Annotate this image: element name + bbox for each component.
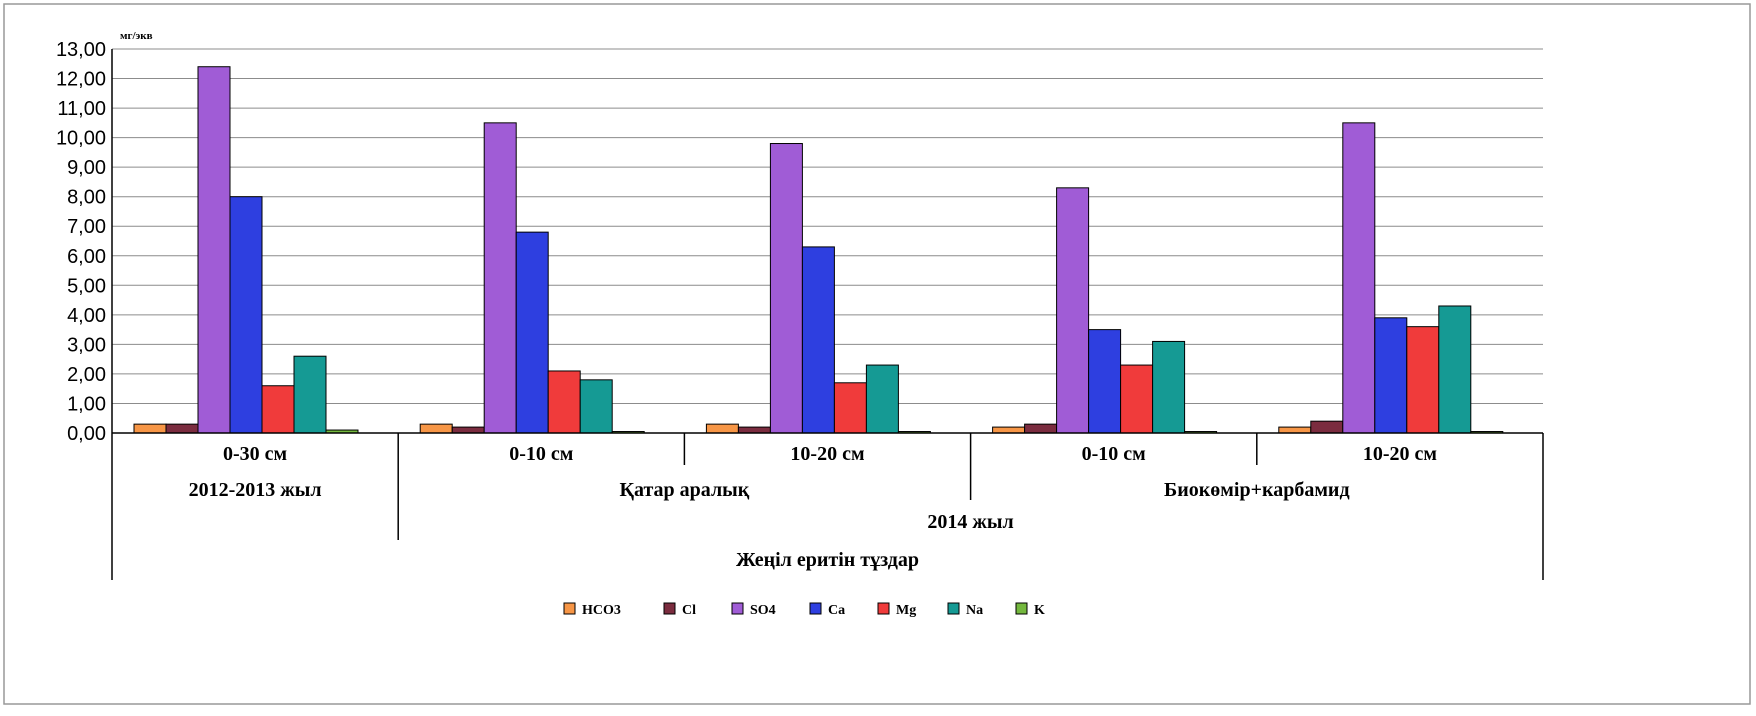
bar-so4-0 [197,66,231,434]
bar-mg-4 [1406,326,1440,434]
legend-label-cl: Cl [682,603,696,618]
y-tick-label: 9,00 [67,157,106,179]
y-tick-label: 10,00 [56,128,106,150]
x-axis-label: Жеңіл еритін тұздар [736,549,919,571]
bar-mg-3 [1120,364,1154,434]
y-tick-label: 3,00 [67,334,106,356]
legend-swatch-so4 [731,602,744,615]
axes [111,49,1544,580]
labels: 0,00 1,00 2,00 3,00 4,00 5,00 6,00 7,00 8,00 9,00… [56,30,1437,571]
legend-label-mg: Mg [896,603,916,618]
bar-hco3-2 [705,423,739,434]
bar-cl-2 [737,426,771,434]
legend-swatch-k [1015,602,1028,615]
bar-mg-0 [261,385,295,434]
bar-cl-1 [451,426,485,434]
bar-na-4 [1438,305,1472,434]
y-tick-label: 12,00 [56,69,106,91]
bar-na-1 [579,379,613,434]
legend: HCO3 Cl SO4 Ca Mg Na K [563,602,1045,618]
chart-frame [3,3,1751,705]
y-tick-label: 11,00 [57,98,106,120]
period-label: 2014 жыл [927,511,1013,533]
bar-ca-4 [1374,317,1408,434]
bar-ca-1 [515,231,549,434]
bar-na-3 [1152,340,1186,434]
legend-label-ca: Ca [828,603,845,618]
legend-swatch-mg [877,602,890,615]
category-label: 10-20 см [1363,443,1437,465]
category-label: 0-30 см [223,443,287,465]
legend-swatch-cl [663,602,676,615]
legend-label-hco3: HCO3 [582,603,621,618]
bar-mg-2 [833,382,867,434]
y-tick-label: 2,00 [67,364,106,386]
bar-cl-3 [1024,423,1058,434]
period-label: 2012-2013 жыл [189,479,322,501]
bar-hco3-4 [1278,426,1312,434]
bar-ca-0 [229,196,263,434]
bar-na-2 [865,364,899,434]
bar-so4-2 [769,143,803,434]
bar-cl-4 [1310,420,1344,434]
legend-swatch-na [947,602,960,615]
group-label: Биокөмір+карбамид [1164,479,1350,501]
group-label: Қатар аралық [619,479,749,501]
bar-cl-0 [165,423,199,434]
y-tick-label: 13,00 [56,39,106,61]
y-tick-label: 6,00 [67,246,106,268]
bar-ca-3 [1088,329,1122,434]
legend-label-so4: SO4 [750,603,776,618]
y-tick-label: 4,00 [67,305,106,327]
category-label: 0-10 см [1082,443,1146,465]
legend-label-na: Na [966,603,983,618]
y-tick-label: 8,00 [67,187,106,209]
bar-so4-1 [483,122,517,434]
legend-swatch-ca [809,602,822,615]
bar-na-0 [293,355,327,434]
category-label: 0-10 см [509,443,573,465]
category-label: 10-20 см [790,443,864,465]
y-tick-label: 1,00 [67,393,106,415]
bar-ca-2 [801,246,835,434]
y-tick-label: 0,00 [67,423,106,445]
bar-hco3-0 [133,423,167,434]
bar-hco3-3 [992,426,1026,434]
bar-so4-3 [1056,187,1090,434]
y-axis-unit-label: мг/экв [120,30,153,42]
legend-swatch-hco3 [563,602,576,615]
legend-label-k: K [1034,603,1045,618]
bar-mg-1 [547,370,581,434]
bar-so4-4 [1342,122,1376,434]
y-tick-label: 5,00 [67,275,106,297]
y-tick-label: 7,00 [67,216,106,238]
bar-hco3-1 [419,423,453,434]
